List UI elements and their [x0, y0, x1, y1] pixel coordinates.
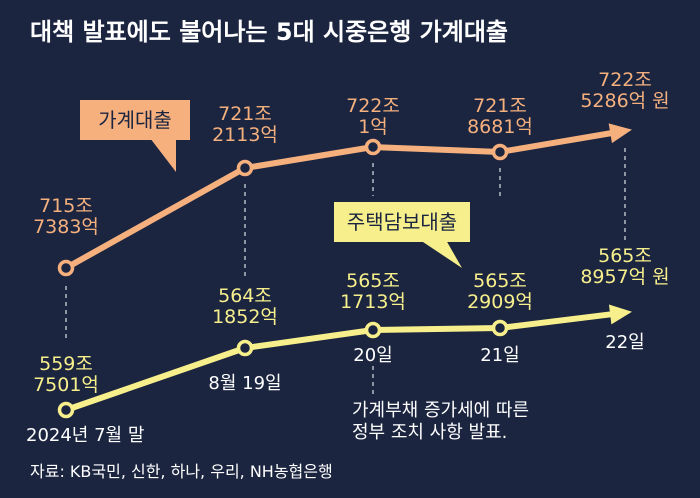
- household-value-label: 715조 7383억: [33, 195, 99, 238]
- series-line-0: [64, 128, 621, 271]
- household-callout-tail: [150, 138, 176, 172]
- x-tick-label: 20일: [353, 345, 392, 366]
- annotation: 가계부채 증가세에 따른 정부 조치 사항 발표.: [352, 400, 529, 443]
- series-arrowhead-1: [608, 304, 632, 325]
- value-labels: 715조 7383억 721조 2113억 722조 1억 721조 8681억 722조 528…: [33, 69, 670, 396]
- mortgage-value-label: 559조 7501억: [33, 353, 99, 396]
- mortgage-callout: 주택담보대출: [334, 202, 470, 268]
- x-tick-label: 2024년 7월 말: [26, 425, 144, 446]
- data-point: [236, 339, 254, 357]
- mortgage-value-label: 565조 2909억: [467, 270, 533, 313]
- household-value-label: 721조 8681억: [467, 95, 533, 138]
- x-tick-label: 8월 19일: [208, 373, 281, 394]
- dashed-guides: [65, 148, 626, 396]
- data-point: [364, 138, 382, 156]
- data-point: [491, 319, 509, 337]
- household-value-label: 722조 5286억 원: [580, 69, 669, 112]
- x-tick-label: 21일: [480, 345, 519, 366]
- household-callout: 가계대출: [80, 100, 190, 172]
- source-note: 자료: KB국민, 신한, 하나, 우리, NH농협은행: [30, 462, 333, 481]
- series-lines: [57, 123, 632, 419]
- chart-title: 대책 발표에도 불어나는 5대 시중은행 가계대출: [30, 18, 508, 46]
- data-point: [236, 159, 254, 177]
- data-point: [364, 321, 382, 339]
- mortgage-callout-label: 주택담보대출: [347, 210, 457, 234]
- data-point: [57, 259, 75, 277]
- mortgage-callout-tail: [420, 240, 462, 268]
- mortgage-value-label: 564조 1852억: [212, 285, 278, 328]
- mortgage-value-label: 565조 8957억 원: [580, 245, 669, 288]
- x-tick-label: 22일: [605, 332, 644, 353]
- annotation-text: 가계부채 증가세에 따른 정부 조치 사항 발표.: [352, 400, 529, 443]
- household-value-label: 722조 1억: [346, 95, 400, 138]
- mortgage-callout-box: [334, 202, 470, 242]
- series-line-1: [65, 310, 621, 413]
- data-point: [57, 401, 75, 419]
- household-value-label: 721조 2113억: [212, 103, 278, 146]
- household-callout-box: [80, 100, 190, 140]
- data-point: [491, 143, 509, 161]
- mortgage-value-label: 565조 1713억: [340, 270, 406, 313]
- x-axis-labels: 2024년 7월 말 8월 19일 20일 21일 22일: [26, 332, 645, 446]
- household-callout-label: 가계대출: [98, 108, 172, 132]
- series-arrowhead-0: [608, 123, 632, 144]
